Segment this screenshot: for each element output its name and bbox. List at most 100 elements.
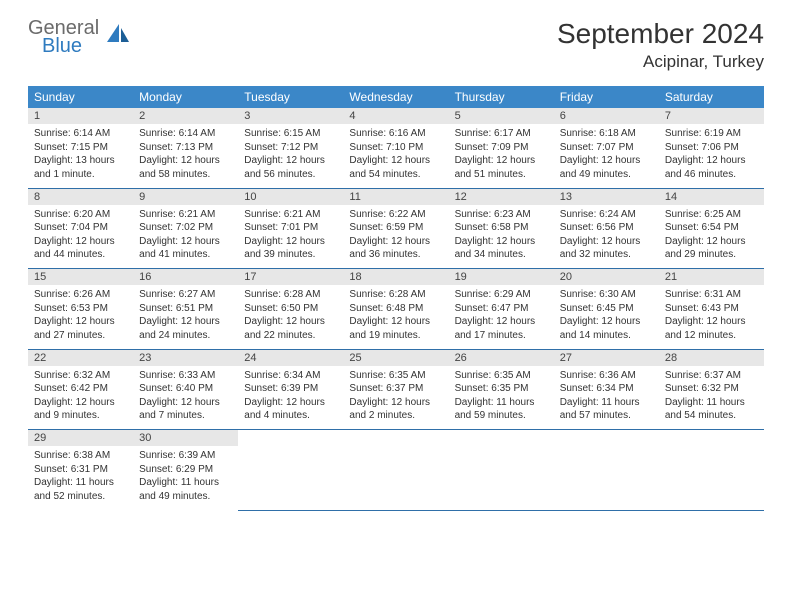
sunrise-text: Sunrise: 6:14 AM [139,127,232,141]
day-content-cell: Sunrise: 6:35 AMSunset: 6:35 PMDaylight:… [449,366,554,430]
sunset-text: Sunset: 6:31 PM [34,463,127,477]
sunset-text: Sunset: 6:56 PM [560,221,653,235]
weekday-header: Tuesday [238,86,343,108]
weekday-header-row: Sunday Monday Tuesday Wednesday Thursday… [28,86,764,108]
sunset-text: Sunset: 7:12 PM [244,141,337,155]
calendar-page: General Blue September 2024 Acipinar, Tu… [0,0,792,529]
daylight-text: Daylight: 12 hours and 58 minutes. [139,154,232,181]
daylight-text: Daylight: 11 hours and 57 minutes. [560,396,653,423]
sunset-text: Sunset: 7:06 PM [665,141,758,155]
day-number-cell [554,430,659,447]
day-content-cell: Sunrise: 6:32 AMSunset: 6:42 PMDaylight:… [28,366,133,430]
day-number-cell: 28 [659,349,764,366]
sunset-text: Sunset: 6:39 PM [244,382,337,396]
sunrise-text: Sunrise: 6:15 AM [244,127,337,141]
daylight-text: Daylight: 11 hours and 54 minutes. [665,396,758,423]
sunset-text: Sunset: 7:04 PM [34,221,127,235]
daylight-text: Daylight: 12 hours and 4 minutes. [244,396,337,423]
day-number-cell [238,430,343,447]
sunset-text: Sunset: 6:59 PM [349,221,442,235]
day-number-cell: 13 [554,188,659,205]
sunset-text: Sunset: 6:42 PM [34,382,127,396]
sunset-text: Sunset: 6:29 PM [139,463,232,477]
daylight-text: Daylight: 12 hours and 19 minutes. [349,315,442,342]
location: Acipinar, Turkey [557,52,764,72]
day-content-cell: Sunrise: 6:25 AMSunset: 6:54 PMDaylight:… [659,205,764,269]
day-number-cell: 17 [238,269,343,286]
day-content-cell: Sunrise: 6:19 AMSunset: 7:06 PMDaylight:… [659,124,764,188]
day-number-cell: 19 [449,269,554,286]
day-content-cell: Sunrise: 6:26 AMSunset: 6:53 PMDaylight:… [28,285,133,349]
day-content-row: Sunrise: 6:14 AM Sunset: 7:15 PM Daylight:… [28,124,764,188]
day-number-cell: 1 [28,108,133,124]
day-content-cell: Sunrise: 6:33 AMSunset: 6:40 PMDaylight:… [133,366,238,430]
sunrise-text: Sunrise: 6:26 AM [34,288,127,302]
sunrise-text: Sunrise: 6:37 AM [665,369,758,383]
daylight-text: Daylight: 12 hours and 12 minutes. [665,315,758,342]
header: General Blue September 2024 Acipinar, Tu… [28,18,764,72]
sunrise-text: Sunrise: 6:32 AM [34,369,127,383]
sunset-text: Sunset: 6:43 PM [665,302,758,316]
sunset-text: Sunset: 6:53 PM [34,302,127,316]
day-number-cell: 29 [28,430,133,447]
sunrise-text: Sunrise: 6:39 AM [139,449,232,463]
day-content-cell: Sunrise: 6:31 AMSunset: 6:43 PMDaylight:… [659,285,764,349]
logo: General Blue [28,18,131,56]
day-number-cell: 23 [133,349,238,366]
day-number-row: 1234567 [28,108,764,124]
sunrise-text: Sunrise: 6:16 AM [349,127,442,141]
day-content-cell: Sunrise: 6:16 AMSunset: 7:10 PMDaylight:… [343,124,448,188]
day-content-cell: Sunrise: 6:36 AMSunset: 6:34 PMDaylight:… [554,366,659,430]
daylight-text: Daylight: 12 hours and 2 minutes. [349,396,442,423]
sunrise-text: Sunrise: 6:20 AM [34,208,127,222]
day-number-cell [343,430,448,447]
day-content-cell: Sunrise: 6:14 AMSunset: 7:15 PMDaylight:… [28,124,133,188]
day-content-cell: Sunrise: 6:37 AMSunset: 6:32 PMDaylight:… [659,366,764,430]
sunset-text: Sunset: 7:15 PM [34,141,127,155]
day-number-cell: 6 [554,108,659,124]
day-content-cell: Sunrise: 6:20 AMSunset: 7:04 PMDaylight:… [28,205,133,269]
daylight-text: Daylight: 12 hours and 54 minutes. [349,154,442,181]
sunset-text: Sunset: 6:37 PM [349,382,442,396]
day-content-cell: Sunrise: 6:39 AMSunset: 6:29 PMDaylight:… [133,446,238,510]
day-content-cell: Sunrise: 6:28 AMSunset: 6:48 PMDaylight:… [343,285,448,349]
day-number-row: 22232425262728 [28,349,764,366]
day-number-cell: 4 [343,108,448,124]
sunrise-text: Sunrise: 6:34 AM [244,369,337,383]
day-content-row: Sunrise: 6:32 AMSunset: 6:42 PM Daylight:… [28,366,764,430]
daylight-text: Daylight: 12 hours and 39 minutes. [244,235,337,262]
day-content-cell: Sunrise: 6:15 AMSunset: 7:12 PMDaylight:… [238,124,343,188]
calendar-body: 1234567Sunrise: 6:14 AMSunset: 7:15 PMDa… [28,108,764,510]
sunrise-text: Sunrise: 6:30 AM [560,288,653,302]
sunset-text: Sunset: 6:32 PM [665,382,758,396]
day-number-cell: 21 [659,269,764,286]
day-content-row: Sunrise: 6:26 AMSunset: 6:53 PM Daylight:… [28,285,764,349]
sunset-text: Sunset: 7:01 PM [244,221,337,235]
sunset-text: Sunset: 6:40 PM [139,382,232,396]
day-number-cell: 14 [659,188,764,205]
day-number-cell: 30 [133,430,238,447]
daylight-text: Daylight: 11 hours and 52 minutes. [34,476,127,503]
day-content-cell: Sunrise: 6:30 AMSunset: 6:45 PMDaylight:… [554,285,659,349]
day-number-row: 15161718192021 [28,269,764,286]
day-number-cell: 7 [659,108,764,124]
sunrise-text: Sunrise: 6:29 AM [455,288,548,302]
calendar-table: Sunday Monday Tuesday Wednesday Thursday… [28,86,764,511]
weekday-header: Saturday [659,86,764,108]
day-content-cell: Sunrise: 6:21 AMSunset: 7:02 PMDaylight:… [133,205,238,269]
month-title: September 2024 [557,18,764,50]
day-number-cell [659,430,764,447]
day-number-row: 891011121314 [28,188,764,205]
sunrise-text: Sunrise: 6:24 AM [560,208,653,222]
day-content-cell [343,446,448,510]
day-number-cell: 8 [28,188,133,205]
sunrise-text: Sunrise: 6:38 AM [34,449,127,463]
weekday-header: Friday [554,86,659,108]
day-number-cell: 5 [449,108,554,124]
sunset-text: Sunset: 7:09 PM [455,141,548,155]
day-number-cell: 22 [28,349,133,366]
day-number-cell: 2 [133,108,238,124]
sunrise-text: Sunrise: 6:21 AM [244,208,337,222]
sunrise-text: Sunrise: 6:25 AM [665,208,758,222]
sail-icon [105,22,131,53]
